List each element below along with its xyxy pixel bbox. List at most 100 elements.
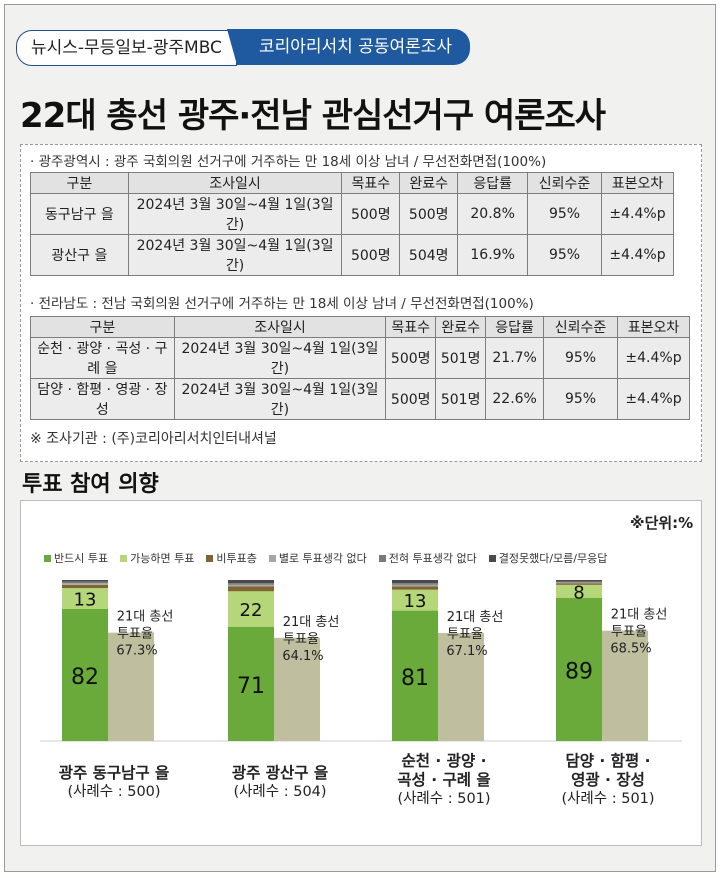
bar-segment: [228, 586, 274, 592]
table-row: 광산구 을 2024년 3월 30일~4월 1일(3일간) 500명 504명 16.9…: [30, 234, 674, 276]
bar-segment: [228, 591, 274, 627]
table-cell: 500명: [399, 193, 459, 235]
legend-label: 반드시 투표: [54, 552, 109, 565]
bar-segment: [62, 588, 108, 609]
joint-survey-tab: 코리아리서치 공동여론조사: [226, 29, 471, 65]
legend-item: 별로 투표생각 없다: [268, 550, 367, 566]
comparison-value: 67.1%: [446, 644, 487, 659]
comparison-label: 투표율: [611, 625, 647, 640]
comparison-bar: [274, 637, 320, 741]
table-cell: 2024년 3월 30일~4월 1일(3일간): [127, 234, 343, 276]
legend-label: 전혀 투표생각 없다: [388, 552, 477, 565]
comparison-value: 64.1%: [282, 649, 323, 664]
column-header: 조사일시: [173, 316, 387, 338]
column-header: 응답률: [485, 316, 545, 338]
bar-segment: [62, 580, 108, 582]
column-header: 신뢰수준: [543, 316, 618, 338]
sample-size: (사례수 : 501): [561, 791, 655, 807]
legend-swatch: [44, 554, 51, 562]
legend-label: 가능하면 투표: [130, 552, 195, 565]
jeonnam-survey-description: · 전라남도 : 전남 국회의원 선거구에 거주하는 만 18세 이상 남녀 /…: [30, 296, 534, 312]
legend-item: 반드시 투표: [44, 550, 108, 566]
column-header: 완료수: [399, 172, 459, 194]
bar-segment: [392, 586, 438, 590]
page-title: 22대 총선 광주·전남 관심선거구 여론조사: [20, 96, 606, 136]
media-partners-tab: 뉴시스-무등일보-광주MBC: [16, 30, 237, 66]
category-label: 광주 동구남구 을 (사례수 : 500): [34, 764, 194, 802]
data-label: 82: [71, 665, 99, 690]
category-label-line: 광주 동구남구 을: [58, 764, 170, 782]
comparison-label: 투표율: [117, 627, 153, 642]
comparison-bar: [108, 632, 154, 741]
table-cell: 500명: [385, 337, 437, 379]
data-label: 81: [401, 666, 429, 691]
bar-segment: [392, 580, 438, 584]
comparison-value: 68.5%: [610, 642, 651, 657]
table-cell: 2024년 3월 30일~4월 1일(3일간): [173, 378, 387, 420]
comparison-value: 67.3%: [116, 644, 157, 659]
table-header-row: 구분 조사일시 목표수 완료수 응답률 신뢰수준 표본오차: [30, 172, 674, 194]
table-cell: 500명: [341, 193, 401, 235]
bar-segment: [556, 597, 602, 741]
table-cell: 501명: [435, 337, 487, 379]
gwangju-survey-table: 구분 조사일시 목표수 완료수 응답률 신뢰수준 표본오차 동구남구 을 2024년 3월 3…: [30, 172, 674, 276]
bar-segment: [228, 580, 274, 584]
table-cell: 500명: [341, 234, 401, 276]
bar-segment: [556, 582, 602, 584]
bar-segment: [392, 584, 438, 587]
sample-size: (사례수 : 501): [397, 791, 491, 807]
category-label-line: 영광 · 장성: [571, 771, 645, 789]
category-label-line: 광주 광산구 을: [231, 764, 329, 782]
comparison-label: 21대 총선: [447, 610, 504, 625]
bar-segment: [62, 583, 108, 585]
data-label: 8: [573, 582, 584, 603]
column-header: 표본오차: [617, 316, 690, 338]
table-cell: 20.8%: [457, 193, 529, 235]
legend-label: 비투표층: [216, 552, 257, 565]
chart-legend: 반드시 투표 가능하면 투표 비투표층 별로 투표생각 없다 전혀 투표생각 없다 결정못…: [44, 550, 607, 566]
table-cell: 21.7%: [485, 337, 545, 379]
legend-item: 비투표층: [206, 550, 257, 566]
legend-item: 결정못했다/모름/무응답: [488, 550, 607, 566]
legend-swatch: [120, 554, 128, 562]
comparison-label: 21대 총선: [117, 610, 174, 625]
category-label-line: 순천 · 광양 ·: [401, 752, 487, 770]
header-tabs: 뉴시스-무등일보-광주MBC 코리아리서치 공동여론조사: [16, 29, 471, 66]
sample-size: (사례수 : 500): [67, 784, 161, 800]
bar-segment: [392, 589, 438, 611]
data-label: 22: [240, 600, 263, 621]
gwangju-survey-description: · 광주광역시 : 광주 국회의원 선거구에 거주하는 만 18세 이상 남녀 …: [30, 154, 547, 170]
bar-segment: [556, 584, 602, 598]
sample-size: (사례수 : 504): [233, 784, 327, 800]
table-cell: 504명: [399, 234, 459, 276]
section-title: 투표 참여 의향: [22, 472, 159, 497]
comparison-label: 21대 총선: [611, 608, 668, 623]
column-header: 목표수: [341, 172, 401, 194]
bar-segment: [228, 626, 274, 741]
comparison-label: 21대 총선: [283, 615, 340, 630]
table-cell: ±4.4%p: [601, 234, 674, 276]
data-label: 71: [237, 674, 265, 699]
data-label: 89: [565, 659, 593, 684]
bar-segment: [62, 584, 108, 589]
legend-label: 별로 투표생각 없다: [278, 552, 367, 565]
table-cell: ±4.4%p: [617, 337, 690, 379]
data-label: 13: [404, 591, 427, 612]
table-cell: ±4.4%p: [617, 378, 690, 420]
column-header: 완료수: [435, 316, 487, 338]
category-label-line: 담양 · 함평 ·: [565, 752, 651, 770]
bar-segment: [228, 583, 274, 585]
table-cell: 22.6%: [485, 378, 545, 420]
jeonnam-survey-table: 구분 조사일시 목표수 완료수 응답률 신뢰수준 표본오차 순천 · 광양 · 곡성 · 구…: [30, 316, 690, 420]
survey-agency-note: ※ 조사기관 : (주)코리아리서치인터내셔널: [30, 431, 277, 447]
bar-segment: [62, 608, 108, 741]
category-label: 순천 · 광양 · 곡성 · 구례 을 (사례수 : 501): [364, 752, 524, 809]
table-cell: ±4.4%p: [601, 193, 674, 235]
table-cell: 500명: [385, 378, 437, 420]
bar-segment: [392, 583, 438, 585]
legend-swatch: [378, 554, 386, 562]
category-label: 광주 광산구 을 (사례수 : 504): [200, 764, 360, 802]
comparison-label: 투표율: [283, 632, 319, 647]
bar-segment: [392, 610, 438, 741]
bar-segment: [556, 580, 602, 582]
